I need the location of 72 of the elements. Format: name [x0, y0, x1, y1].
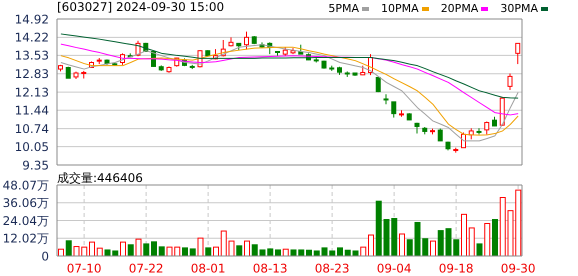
x-tick-label: 08-23 [314, 262, 350, 276]
y-tick-label: 12.83 [14, 67, 49, 82]
bar [198, 238, 204, 256]
candlestick [508, 73, 512, 91]
y-tick-label: 10.05 [14, 140, 49, 154]
line-series [60, 44, 519, 116]
y-tick-label: 14.92 [14, 12, 49, 26]
legend-label: 20PMA [440, 2, 478, 15]
bar [158, 246, 165, 256]
candlestick [360, 65, 366, 76]
y-tick-label: 0 [41, 249, 49, 264]
bar [96, 248, 103, 256]
candlestick [244, 31, 249, 50]
y-tick-label: 14.22 [14, 30, 49, 45]
bar [484, 223, 490, 256]
x-tick-label: 09-30 [500, 262, 536, 276]
bar [66, 240, 72, 256]
bar [399, 233, 405, 256]
bar [282, 248, 289, 256]
bar [112, 250, 118, 256]
bar [515, 190, 522, 256]
bar [120, 242, 126, 256]
bar [422, 238, 428, 256]
bar [205, 247, 212, 256]
bar [290, 249, 296, 256]
chart-title: 成交量:446406 [57, 170, 143, 187]
candlestick [384, 94, 388, 105]
bar [128, 244, 134, 256]
y-tick-label: 10.74 [14, 122, 49, 136]
bar [492, 219, 498, 256]
bar [244, 240, 250, 256]
bar [391, 218, 398, 256]
candlestick [228, 36, 234, 48]
bar [476, 243, 482, 256]
bar [236, 245, 242, 256]
chart-title: [603027] 2024-09-30 15:00 [57, 0, 224, 14]
bar [213, 246, 219, 256]
bar [166, 246, 172, 256]
y-tick-label: 12.13 [14, 85, 49, 100]
bar [182, 247, 188, 256]
candlestick [492, 116, 497, 127]
candlestick [515, 42, 520, 65]
bar [104, 249, 110, 256]
bar [430, 240, 436, 256]
y-tick-label: 12.02万 [2, 232, 49, 246]
candlestick [438, 128, 443, 142]
y-tick-label: 48.07万 [2, 178, 49, 192]
candlestick [391, 101, 396, 118]
x-tick-label: 09-04 [376, 262, 412, 276]
bar [468, 227, 475, 256]
bar [174, 246, 180, 256]
legend-label: 30PMA [500, 2, 538, 15]
legend-label: 10PMA [381, 2, 419, 15]
y-tick-label: 13.53 [14, 48, 49, 63]
y-tick-label: 9.35 [22, 158, 49, 172]
x-tick-label: 08-13 [252, 262, 288, 276]
x-tick-label: 07-22 [128, 262, 164, 276]
bar [136, 238, 142, 256]
candlestick [484, 120, 490, 135]
bar [190, 248, 196, 256]
bar [74, 246, 80, 256]
y-tick-label: 24.04万 [2, 214, 49, 228]
x-tick-label: 08-01 [190, 262, 226, 276]
x-tick-label: 09-18 [438, 262, 474, 276]
line-series [60, 33, 519, 99]
legend-label: 5PMA [328, 2, 360, 15]
y-tick-label: 11.44 [14, 103, 49, 118]
bar [461, 214, 467, 256]
bar [453, 239, 460, 256]
x-tick-label: 07-10 [66, 262, 102, 276]
y-tick-label: 36.06万 [2, 196, 49, 210]
bar [58, 248, 64, 256]
